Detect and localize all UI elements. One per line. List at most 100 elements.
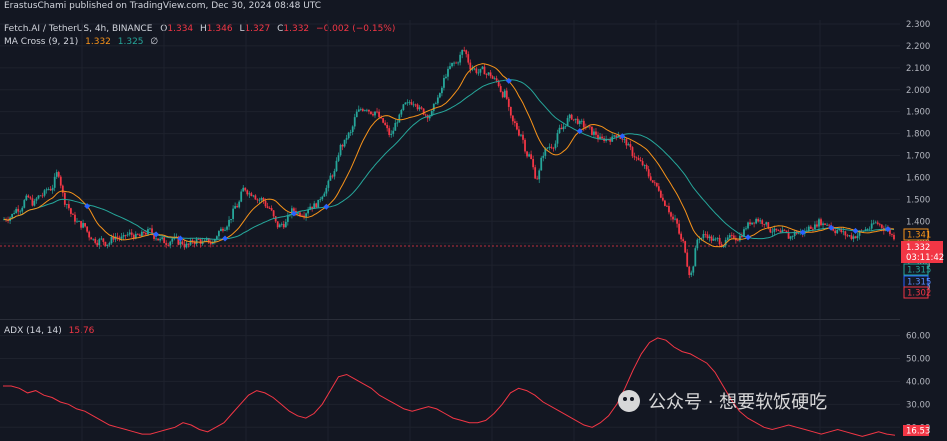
candle[interactable] bbox=[874, 222, 877, 224]
candle[interactable] bbox=[668, 206, 670, 213]
candle[interactable] bbox=[793, 231, 796, 237]
candle[interactable] bbox=[94, 238, 97, 243]
candle[interactable] bbox=[753, 222, 756, 224]
candle[interactable] bbox=[787, 232, 790, 239]
candle[interactable] bbox=[755, 218, 758, 224]
candle[interactable] bbox=[191, 240, 194, 242]
candle[interactable] bbox=[436, 97, 439, 104]
candle[interactable] bbox=[588, 126, 591, 128]
candle[interactable] bbox=[361, 109, 364, 111]
candle[interactable] bbox=[773, 228, 776, 232]
candle[interactable] bbox=[256, 199, 259, 201]
candle[interactable] bbox=[290, 208, 293, 215]
candle[interactable] bbox=[586, 126, 589, 128]
candle[interactable] bbox=[889, 228, 891, 235]
candle[interactable] bbox=[562, 126, 565, 130]
candle[interactable] bbox=[270, 208, 273, 211]
candle[interactable] bbox=[704, 234, 707, 235]
candle[interactable] bbox=[29, 197, 32, 199]
candle[interactable] bbox=[692, 266, 695, 273]
candle[interactable] bbox=[432, 103, 435, 111]
candle[interactable] bbox=[771, 231, 774, 233]
candle[interactable] bbox=[522, 134, 524, 140]
candle[interactable] bbox=[463, 49, 466, 51]
candle[interactable] bbox=[678, 223, 680, 234]
candle[interactable] bbox=[404, 102, 407, 105]
candle[interactable] bbox=[282, 224, 285, 228]
candle[interactable] bbox=[78, 221, 80, 222]
candle[interactable] bbox=[842, 231, 845, 233]
candle[interactable] bbox=[645, 165, 648, 170]
candle[interactable] bbox=[80, 221, 82, 228]
candle[interactable] bbox=[151, 228, 153, 234]
candle[interactable] bbox=[418, 107, 421, 110]
candle[interactable] bbox=[203, 240, 206, 242]
candle[interactable] bbox=[220, 228, 222, 232]
candle[interactable] bbox=[509, 106, 512, 116]
candle[interactable] bbox=[264, 200, 267, 207]
candle[interactable] bbox=[864, 229, 867, 231]
candle[interactable] bbox=[880, 224, 883, 228]
candle[interactable] bbox=[672, 216, 674, 220]
candle[interactable] bbox=[684, 241, 687, 253]
candle[interactable] bbox=[688, 266, 691, 276]
candle[interactable] bbox=[353, 117, 356, 127]
candle[interactable] bbox=[70, 208, 72, 214]
candle[interactable] bbox=[242, 187, 245, 192]
candle[interactable] bbox=[384, 122, 387, 125]
candle[interactable] bbox=[244, 187, 247, 191]
candle[interactable] bbox=[544, 148, 547, 156]
candle[interactable] bbox=[447, 68, 449, 77]
candle[interactable] bbox=[613, 135, 616, 137]
candle[interactable] bbox=[854, 236, 857, 239]
candle[interactable] bbox=[580, 120, 583, 122]
candle[interactable] bbox=[311, 206, 314, 209]
candle[interactable] bbox=[615, 135, 618, 138]
candle[interactable] bbox=[276, 221, 279, 228]
candle[interactable] bbox=[67, 204, 70, 209]
candle[interactable] bbox=[82, 223, 84, 228]
candle[interactable] bbox=[72, 213, 74, 215]
candle[interactable] bbox=[550, 146, 553, 148]
candle[interactable] bbox=[177, 236, 180, 245]
candle[interactable] bbox=[86, 226, 89, 232]
candle[interactable] bbox=[325, 187, 328, 194]
candle[interactable] bbox=[268, 207, 271, 209]
candle[interactable] bbox=[546, 147, 549, 149]
candle[interactable] bbox=[434, 103, 437, 105]
candle[interactable] bbox=[832, 227, 835, 231]
candle[interactable] bbox=[655, 182, 658, 187]
candle[interactable] bbox=[777, 230, 780, 231]
candle[interactable] bbox=[339, 144, 342, 156]
candle[interactable] bbox=[779, 230, 782, 233]
candle[interactable] bbox=[505, 90, 508, 99]
candle[interactable] bbox=[595, 131, 597, 135]
candle[interactable] bbox=[818, 219, 820, 227]
candle[interactable] bbox=[110, 236, 113, 244]
candle[interactable] bbox=[593, 131, 595, 135]
candle[interactable] bbox=[499, 86, 502, 92]
candle[interactable] bbox=[858, 230, 861, 236]
candle[interactable] bbox=[226, 226, 228, 230]
candle[interactable] bbox=[17, 208, 20, 212]
candle[interactable] bbox=[88, 231, 91, 238]
candle[interactable] bbox=[321, 196, 324, 200]
candle[interactable] bbox=[416, 104, 419, 110]
candle[interactable] bbox=[37, 195, 40, 199]
candle[interactable] bbox=[388, 128, 391, 135]
candle[interactable] bbox=[90, 237, 93, 240]
candle[interactable] bbox=[41, 195, 44, 197]
candle[interactable] bbox=[503, 90, 506, 98]
candle[interactable] bbox=[438, 93, 441, 98]
candle[interactable] bbox=[690, 272, 693, 276]
candle[interactable] bbox=[844, 231, 847, 236]
candle[interactable] bbox=[631, 147, 634, 157]
candle[interactable] bbox=[13, 213, 16, 214]
candle[interactable] bbox=[513, 121, 516, 123]
candle[interactable] bbox=[572, 119, 575, 121]
candle[interactable] bbox=[834, 230, 837, 234]
candle[interactable] bbox=[400, 109, 403, 115]
candle[interactable] bbox=[789, 236, 792, 239]
candle[interactable] bbox=[422, 108, 425, 115]
